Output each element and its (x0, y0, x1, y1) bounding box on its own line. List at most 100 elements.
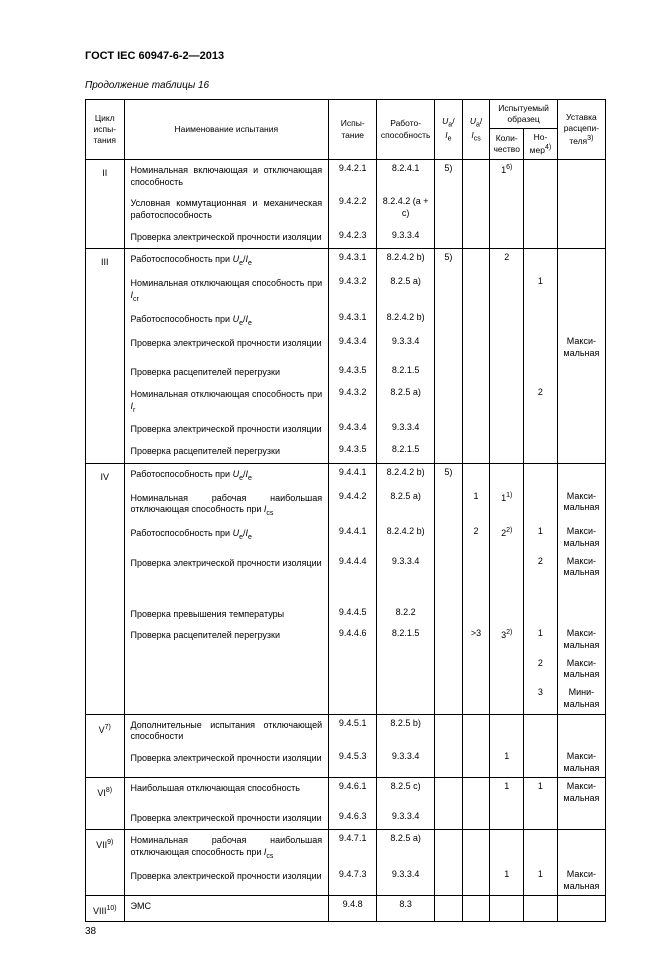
cell-clause: 9.4.4.1 (329, 463, 377, 487)
cell-set (557, 896, 605, 922)
table-row: IVРаботоспособность при Ue/Ie9.4.4.18.2.… (86, 463, 606, 487)
cell-set (557, 227, 605, 249)
cell-ua-ics (462, 896, 490, 922)
cell-num (524, 249, 558, 273)
hdr-ua-ie: Ua/ Ie (435, 100, 463, 160)
cell-ua-ics (462, 160, 490, 194)
cell-num (524, 441, 558, 463)
cell-wcap: 8.2.5 b) (377, 714, 435, 748)
cell-ua-ics (462, 830, 490, 866)
cycle-id: V7) (86, 714, 125, 778)
cell-wcap: 9.3.3.4 (377, 227, 435, 249)
cell-qty (490, 684, 524, 714)
cell-ua-ics (462, 309, 490, 333)
cell-name: Номинальная отключающая способность при … (124, 273, 329, 309)
cell-wcap: 8.2.1.5 (377, 441, 435, 463)
cell-num (524, 193, 558, 226)
cell-name: Проверка электрической прочности изоляци… (124, 808, 329, 830)
table-row: Проверка электрической прочности изоляци… (86, 748, 606, 778)
cell-ua-ics (462, 684, 490, 714)
cell-num: 2 (524, 655, 558, 684)
page-number: 38 (85, 926, 606, 937)
cell-qty (490, 193, 524, 226)
cell-ua-ics (462, 866, 490, 896)
cell-ua-ie: 5) (435, 160, 463, 194)
cell-name: Проверка электрической прочности изоляци… (124, 419, 329, 441)
cell-ua-ie (435, 441, 463, 463)
cell-name: Номинальная отключающая способность при … (124, 384, 329, 420)
cell-clause (329, 582, 377, 604)
cell-qty (490, 333, 524, 362)
cell-qty (490, 384, 524, 420)
cell-name: Номинальная рабочая наибольшая отключаю­… (124, 488, 329, 524)
cell-set (557, 273, 605, 309)
cell-clause: 9.4.4.4 (329, 553, 377, 582)
cell-clause: 9.4.7.3 (329, 866, 377, 896)
table-row (86, 582, 606, 604)
cell-qty (490, 463, 524, 487)
cell-name: Работоспособность при Ue/Ie (124, 249, 329, 273)
cell-ua-ie (435, 333, 463, 362)
cell-ua-ie (435, 384, 463, 420)
cell-num (524, 808, 558, 830)
cell-set: Макси­мальная (557, 333, 605, 362)
cell-name (124, 684, 329, 714)
cell-qty (490, 808, 524, 830)
cell-ua-ie (435, 553, 463, 582)
cell-set (557, 160, 605, 194)
cell-clause: 9.4.4.6 (329, 625, 377, 654)
cell-qty (490, 273, 524, 309)
cell-set: Макси­мальная (557, 523, 605, 552)
cell-clause: 9.4.8 (329, 896, 377, 922)
table-row: Проверка расцепителей перегрузки9.4.3.58… (86, 362, 606, 384)
cell-ua-ie (435, 655, 463, 684)
cell-clause (329, 684, 377, 714)
cell-wcap: 8.2.4.2 b) (377, 463, 435, 487)
cell-ua-ics (462, 273, 490, 309)
cell-wcap: 9.3.3.4 (377, 333, 435, 362)
cell-ua-ie (435, 808, 463, 830)
cell-ua-ie (435, 896, 463, 922)
cell-clause: 9.4.3.4 (329, 419, 377, 441)
cell-qty (490, 655, 524, 684)
cell-ua-ics (462, 748, 490, 778)
cell-clause: 9.4.5.1 (329, 714, 377, 748)
cell-wcap: 8.2.4.2 b) (377, 523, 435, 552)
cell-clause: 9.4.3.2 (329, 384, 377, 420)
cell-qty (490, 582, 524, 604)
cell-wcap: 8.2.2 (377, 604, 435, 626)
cell-name: Проверка расцепителей перегрузки (124, 441, 329, 463)
cell-ua-ics (462, 604, 490, 626)
cell-clause: 9.4.3.5 (329, 441, 377, 463)
cell-wcap: 8.2.5 a) (377, 488, 435, 524)
cell-ua-ics (462, 655, 490, 684)
cell-qty (490, 309, 524, 333)
cell-set (557, 604, 605, 626)
cell-name: Проверка электрической прочности изоляци… (124, 553, 329, 582)
hdr-ua-ics: Ua/ Ics (462, 100, 490, 160)
cell-num (524, 830, 558, 866)
cell-ua-ie (435, 523, 463, 552)
cell-ua-ics (462, 384, 490, 420)
cell-set (557, 384, 605, 420)
cell-num (524, 896, 558, 922)
cell-set (557, 714, 605, 748)
cell-num: 1 (524, 273, 558, 309)
table-row: 3Мини­мальная (86, 684, 606, 714)
cell-ua-ics (462, 463, 490, 487)
table-row: Проверка превышения температуры9.4.4.58.… (86, 604, 606, 626)
cell-wcap: 8.2.4.2 b) (377, 249, 435, 273)
table-row: Работоспособность при Ue/Ie9.4.4.18.2.4.… (86, 523, 606, 552)
cell-ua-ics: 2 (462, 523, 490, 552)
table-row: Проверка электрической прочности изоляци… (86, 227, 606, 249)
cell-wcap (377, 582, 435, 604)
cell-set (557, 463, 605, 487)
cell-set: Мини­мальная (557, 684, 605, 714)
cell-num (524, 160, 558, 194)
cell-ua-ics (462, 778, 490, 808)
cell-num: 1 (524, 866, 558, 896)
cell-ua-ics (462, 333, 490, 362)
cell-ua-ics: >3 (462, 625, 490, 654)
cell-qty (490, 419, 524, 441)
cell-set: Макси­мальная (557, 625, 605, 654)
